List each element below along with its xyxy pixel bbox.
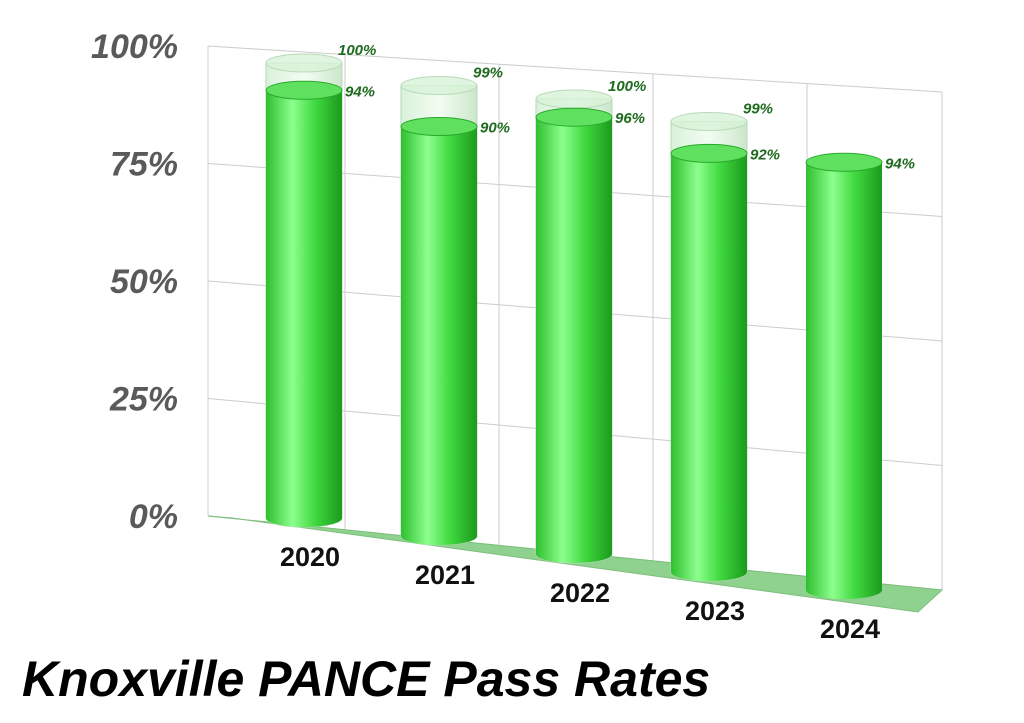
y-tick-label: 0%	[129, 498, 178, 536]
bar-group	[670, 112, 748, 582]
x-tick-label: 2023	[685, 596, 745, 626]
data-label-outer: 100%	[608, 78, 646, 95]
x-tick-label: 2022	[550, 578, 610, 608]
y-tick-label: 25%	[109, 381, 178, 419]
gridline	[207, 45, 943, 93]
bar-top	[535, 107, 613, 127]
bar-group	[805, 152, 883, 600]
data-labels: 100% 94% 99% 90% 100% 96% 99% 92% 94%	[338, 42, 915, 172]
bar	[401, 126, 477, 545]
y-tick-label: 100%	[91, 28, 178, 66]
y-tick-label: 75%	[110, 146, 178, 184]
bar-top	[265, 80, 343, 100]
x-axis: 2020 2021 2022 2023 2024	[280, 542, 880, 644]
bar-ghost-top	[535, 89, 613, 109]
bar-ghost-top	[400, 76, 478, 96]
bar-ghost-top	[265, 53, 343, 73]
x-tick-label: 2024	[820, 614, 880, 644]
data-label-inner: 92%	[750, 146, 780, 163]
bar-ghost-top	[670, 112, 748, 132]
data-label-inner: 94%	[885, 155, 915, 172]
bar	[536, 117, 612, 563]
bar-group	[265, 53, 343, 528]
bar-top	[670, 143, 748, 163]
bar-group	[400, 76, 478, 546]
chart-title: Knoxville PANCE Pass Rates	[22, 651, 711, 707]
bar-top	[400, 117, 478, 136]
bar-group	[535, 89, 613, 564]
bar	[671, 153, 747, 581]
data-label-outer: 100%	[338, 42, 376, 59]
y-tick-label: 50%	[110, 263, 178, 301]
x-tick-label: 2020	[280, 542, 340, 572]
bar-top	[805, 152, 883, 172]
bar	[806, 162, 882, 600]
data-label-outer: 99%	[743, 101, 773, 118]
data-label-outer: 99%	[473, 65, 503, 82]
data-label-inner: 94%	[345, 83, 375, 100]
y-axis: 0% 25% 50% 75% 100%	[91, 28, 178, 536]
data-label-inner: 96%	[615, 110, 645, 127]
x-tick-label: 2021	[415, 560, 475, 590]
data-label-inner: 90%	[480, 120, 510, 137]
bars	[265, 53, 883, 600]
bar	[266, 90, 342, 528]
